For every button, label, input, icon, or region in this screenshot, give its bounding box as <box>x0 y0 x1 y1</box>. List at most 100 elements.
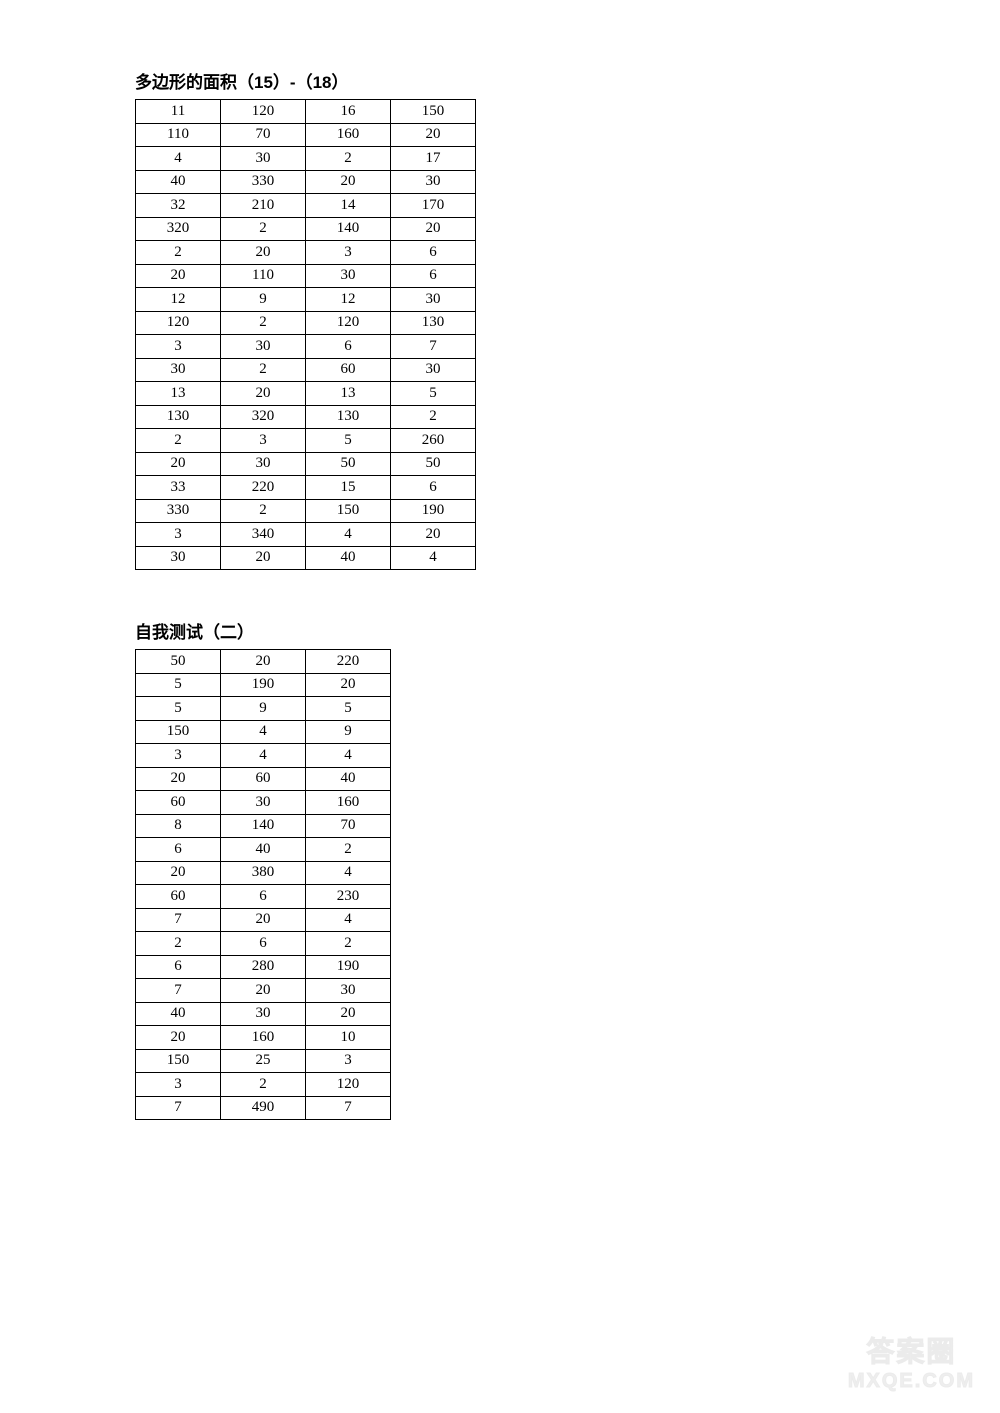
table-cell: 30 <box>136 358 221 382</box>
table-row: 235260 <box>136 429 476 453</box>
table-cell: 20 <box>136 767 221 791</box>
table-cell: 2 <box>391 405 476 429</box>
table-2: 5020220519020595150493442060406030160814… <box>135 649 391 1120</box>
table-cell: 20 <box>391 217 476 241</box>
table-cell: 2 <box>221 217 306 241</box>
table-row: 33220156 <box>136 476 476 500</box>
table-cell: 50 <box>136 650 221 674</box>
table-cell: 20 <box>221 241 306 265</box>
page-content: 多边形的面积（15）-（18） 111201615011070160204302… <box>0 0 1000 1120</box>
table-cell: 20 <box>306 1002 391 1026</box>
table-row: 403020 <box>136 1002 391 1026</box>
table-row: 3020404 <box>136 546 476 570</box>
table-cell: 110 <box>136 123 221 147</box>
table-cell: 15 <box>306 476 391 500</box>
table-cell: 20 <box>136 861 221 885</box>
table-2-body: 5020220519020595150493442060406030160814… <box>136 650 391 1120</box>
table-cell: 5 <box>306 429 391 453</box>
table-cell: 4 <box>391 546 476 570</box>
table-cell: 2 <box>221 499 306 523</box>
table-cell: 190 <box>306 955 391 979</box>
table-cell: 17 <box>391 147 476 171</box>
table-cell: 4 <box>306 908 391 932</box>
table-row: 344 <box>136 744 391 768</box>
table-cell: 40 <box>306 767 391 791</box>
table-cell: 120 <box>221 100 306 124</box>
table-row: 20305050 <box>136 452 476 476</box>
table-cell: 150 <box>136 1049 221 1073</box>
table-cell: 2 <box>136 241 221 265</box>
table-cell: 210 <box>221 194 306 218</box>
table-cell: 330 <box>136 499 221 523</box>
table-cell: 30 <box>391 358 476 382</box>
table-row: 15049 <box>136 720 391 744</box>
table-cell: 3 <box>306 241 391 265</box>
table-cell: 30 <box>306 979 391 1003</box>
table-cell: 9 <box>221 288 306 312</box>
table-cell: 4 <box>306 861 391 885</box>
table-cell: 320 <box>221 405 306 429</box>
table-row: 1303201302 <box>136 405 476 429</box>
table-cell: 12 <box>136 288 221 312</box>
table-cell: 50 <box>391 452 476 476</box>
table-row: 3026030 <box>136 358 476 382</box>
table-row: 320214020 <box>136 217 476 241</box>
table-cell: 130 <box>136 405 221 429</box>
table-row: 403302030 <box>136 170 476 194</box>
table-cell: 3 <box>306 1049 391 1073</box>
table-cell: 230 <box>306 885 391 909</box>
table-cell: 20 <box>221 908 306 932</box>
table-row: 595 <box>136 697 391 721</box>
table-row: 150253 <box>136 1049 391 1073</box>
table-cell: 160 <box>306 791 391 815</box>
table-cell: 40 <box>221 838 306 862</box>
table-cell: 6 <box>221 885 306 909</box>
table-cell: 5 <box>306 697 391 721</box>
table-1-body: 1112016150110701602043021740330203032210… <box>136 100 476 570</box>
table-cell: 20 <box>306 673 391 697</box>
table-cell: 9 <box>306 720 391 744</box>
table-cell: 33 <box>136 476 221 500</box>
table-cell: 40 <box>136 170 221 194</box>
table-cell: 6 <box>391 241 476 265</box>
table-cell: 30 <box>391 170 476 194</box>
table-cell: 60 <box>136 885 221 909</box>
table-cell: 20 <box>306 170 391 194</box>
table-cell: 30 <box>306 264 391 288</box>
table-cell: 11 <box>136 100 221 124</box>
table-row: 3221014170 <box>136 194 476 218</box>
table-cell: 7 <box>136 908 221 932</box>
table-cell: 7 <box>136 979 221 1003</box>
table-cell: 2 <box>221 311 306 335</box>
table-cell: 30 <box>221 791 306 815</box>
table-cell: 40 <box>136 1002 221 1026</box>
table-cell: 110 <box>221 264 306 288</box>
watermark-bottom-text: MXQE.COM <box>848 1370 975 1393</box>
table-cell: 130 <box>391 311 476 335</box>
table-cell: 3 <box>221 429 306 453</box>
table-row: 74907 <box>136 1096 391 1120</box>
table-cell: 6 <box>306 335 391 359</box>
table-cell: 30 <box>221 1002 306 1026</box>
table-cell: 60 <box>306 358 391 382</box>
table-cell: 190 <box>221 673 306 697</box>
section-2: 自我测试（二） 50202205190205951504934420604060… <box>135 618 1000 1120</box>
table-cell: 4 <box>306 523 391 547</box>
table-cell: 5 <box>136 697 221 721</box>
table-cell: 6 <box>391 264 476 288</box>
table-cell: 170 <box>391 194 476 218</box>
table-cell: 10 <box>306 1026 391 1050</box>
table-cell: 5 <box>391 382 476 406</box>
table-cell: 2 <box>221 1073 306 1097</box>
table-cell: 60 <box>221 767 306 791</box>
table-cell: 2 <box>136 429 221 453</box>
table-cell: 3 <box>136 335 221 359</box>
table-row: 3302150190 <box>136 499 476 523</box>
table-cell: 70 <box>306 814 391 838</box>
table-cell: 20 <box>391 123 476 147</box>
table-row: 3340420 <box>136 523 476 547</box>
table-row: 1107016020 <box>136 123 476 147</box>
watermark: 答案圈 MXQE.COM <box>848 1330 975 1393</box>
table-cell: 2 <box>306 932 391 956</box>
watermark-top-text: 答案圈 <box>848 1330 975 1370</box>
